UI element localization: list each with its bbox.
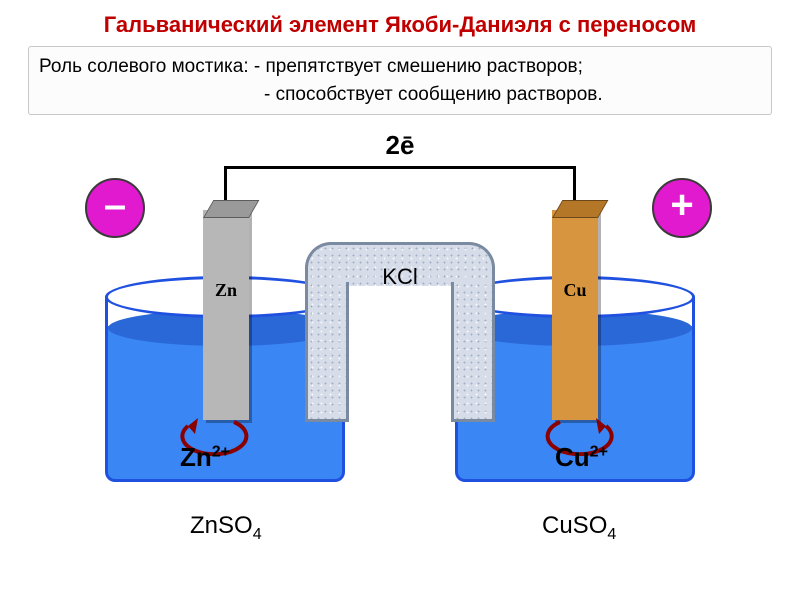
plus-sign: +	[670, 185, 693, 225]
ion-cu-base: Cu	[555, 442, 590, 472]
terminal-plus: +	[652, 178, 712, 238]
electrode-cu: Cu	[552, 210, 598, 420]
info-label: Роль солевого мостика:	[39, 56, 249, 77]
info-line-1: - препятствует смешению растворов;	[254, 56, 583, 77]
solution-label-right: CuSO4	[542, 512, 616, 544]
solution-right-sub: 4	[607, 526, 616, 543]
solution-left-sub: 4	[253, 526, 262, 543]
electrode-zn-label: Zn	[203, 280, 249, 301]
ion-zn-base: Zn	[180, 442, 212, 472]
solution-label-left: ZnSO4	[190, 512, 262, 544]
ion-label-cu: Cu2+	[555, 442, 608, 473]
terminal-minus: –	[85, 178, 145, 238]
solution-left-base: ZnSO	[190, 512, 253, 539]
electrode-cu-top	[552, 200, 608, 218]
electrode-zn: Zn	[203, 210, 249, 420]
wire-horizontal	[224, 166, 576, 169]
solution-right-base: CuSO	[542, 512, 607, 539]
page-title: Гальванический элемент Якоби-Даниэля с п…	[0, 0, 800, 38]
electrode-cu-label: Cu	[552, 280, 598, 301]
ion-zn-charge: 2+	[212, 443, 230, 460]
galvanic-cell-diagram: – + Zn Cu KCl Zn2+	[0, 160, 800, 580]
ion-label-zn: Zn2+	[180, 442, 230, 473]
ion-cu-charge: 2+	[590, 443, 608, 460]
info-line-2: - способствует сообщению растворов.	[39, 81, 761, 109]
minus-sign: –	[104, 185, 126, 225]
salt-bridge-role-box: Роль солевого мостика: - препятствует см…	[28, 46, 772, 115]
salt-bridge-label: KCl	[382, 264, 417, 290]
electrode-zn-top	[203, 200, 259, 218]
electron-flow-label: 2ē	[386, 130, 415, 161]
